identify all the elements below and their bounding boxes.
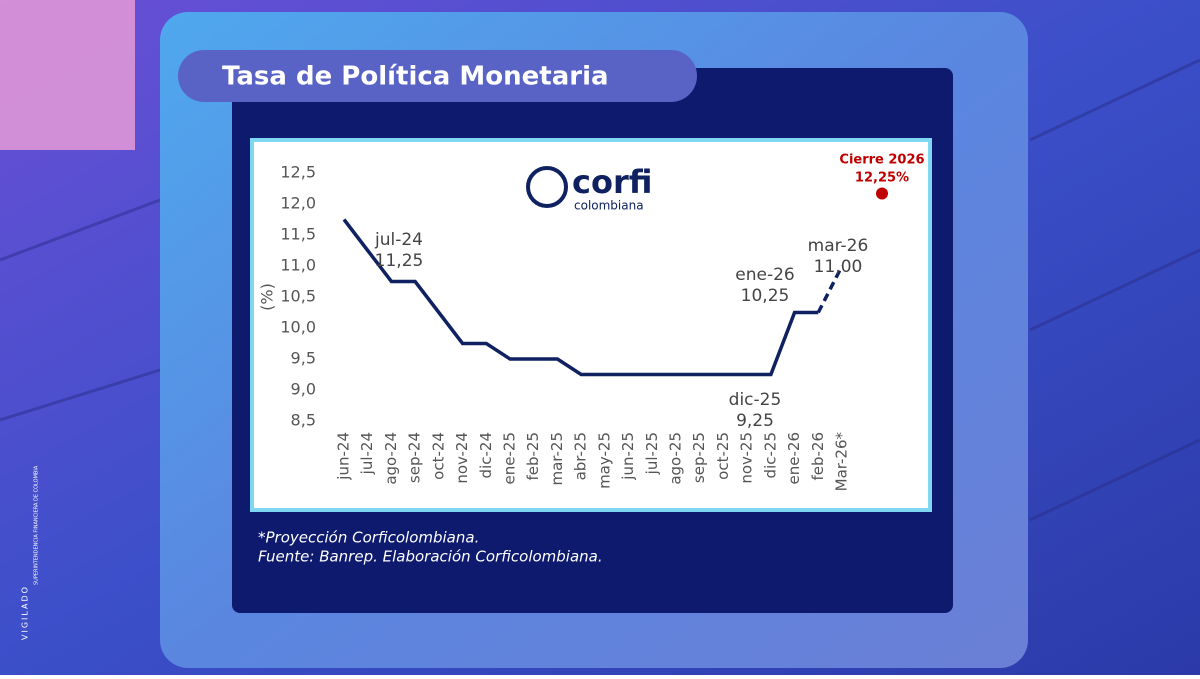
y-tick-label: 8,5 [291,411,316,430]
x-tick-label: nov-24 [453,432,471,484]
notepad [0,0,135,150]
y-tick-label: 11,0 [280,256,316,275]
x-tick-label: ago-24 [382,432,400,485]
annotation-value: 10,25 [741,286,790,306]
annotation-value: 11,00 [814,257,863,277]
note: Fuente: Banrep. Elaboración Corficolombi… [258,548,603,566]
x-tick-label: nov-25 [738,432,756,484]
target-label: Cierre 2026 [839,153,924,168]
wood-planks [0,58,1200,522]
chart-panel [250,138,932,512]
logo-sub: colombiana [574,199,644,213]
y-tick-label: 10,0 [280,318,316,337]
target-point [876,187,888,200]
y-tick-label: 11,5 [280,225,316,244]
y-tick-label: 12,5 [280,163,316,182]
annotation-value: 11,25 [375,251,424,271]
annotation-value: 9,25 [736,411,774,431]
annotation-label: jul-24 [374,230,423,250]
logo-icon [526,166,568,208]
x-tick-label: ene-25 [501,432,519,484]
annotation-label: ene-26 [735,265,794,285]
x-tick-label: ago-25 [667,432,685,485]
x-tick-label: oct-24 [429,432,447,480]
target-value: 12,25% [855,171,909,186]
title-pill [178,50,697,102]
y-tick-label: 10,5 [280,287,316,306]
logo-brand: corfi [572,163,652,201]
x-tick-label: feb-26 [809,432,827,481]
note: *Proyección Corficolombiana. [258,529,479,547]
y-tick-label: 9,5 [291,349,316,368]
x-tick-label: may-25 [595,432,613,489]
x-tick-label: abr-25 [572,432,590,480]
y-axis-label: (%) [258,283,277,311]
chart-title: Tasa de Política Monetaria [222,62,609,92]
side-vigilado: VIGILADO [21,585,30,640]
y-tick-label: 12,0 [280,194,316,213]
annotation-label: dic-25 [729,390,782,410]
x-tick-label: sep-25 [690,432,708,483]
data-line [342,218,819,377]
y-tick-label: 9,0 [291,380,316,399]
x-tick-label: sep-24 [406,432,424,483]
x-tick-label: Mar-26* [833,432,851,492]
x-tick-label: jun-24 [335,432,353,481]
x-tick-label: jun-25 [619,432,637,481]
x-tick-label: feb-25 [524,432,542,481]
logo: corfi colombiana [526,163,652,213]
x-tick-label: dic-25 [761,432,779,478]
x-tick-label: mar-25 [548,432,566,486]
side-entity: SUPERINTENDENCIA FINANCIERA DE COLOMBIA [34,465,40,585]
x-tick-label: jul-25 [643,432,661,475]
x-tick-label: ene-26 [785,432,803,484]
x-tick-label: dic-24 [477,432,495,478]
projection-line [816,265,844,314]
x-tick-label: jul-24 [358,432,376,475]
x-tick-label: oct-25 [714,432,732,480]
annotation-label: mar-26 [808,236,869,256]
